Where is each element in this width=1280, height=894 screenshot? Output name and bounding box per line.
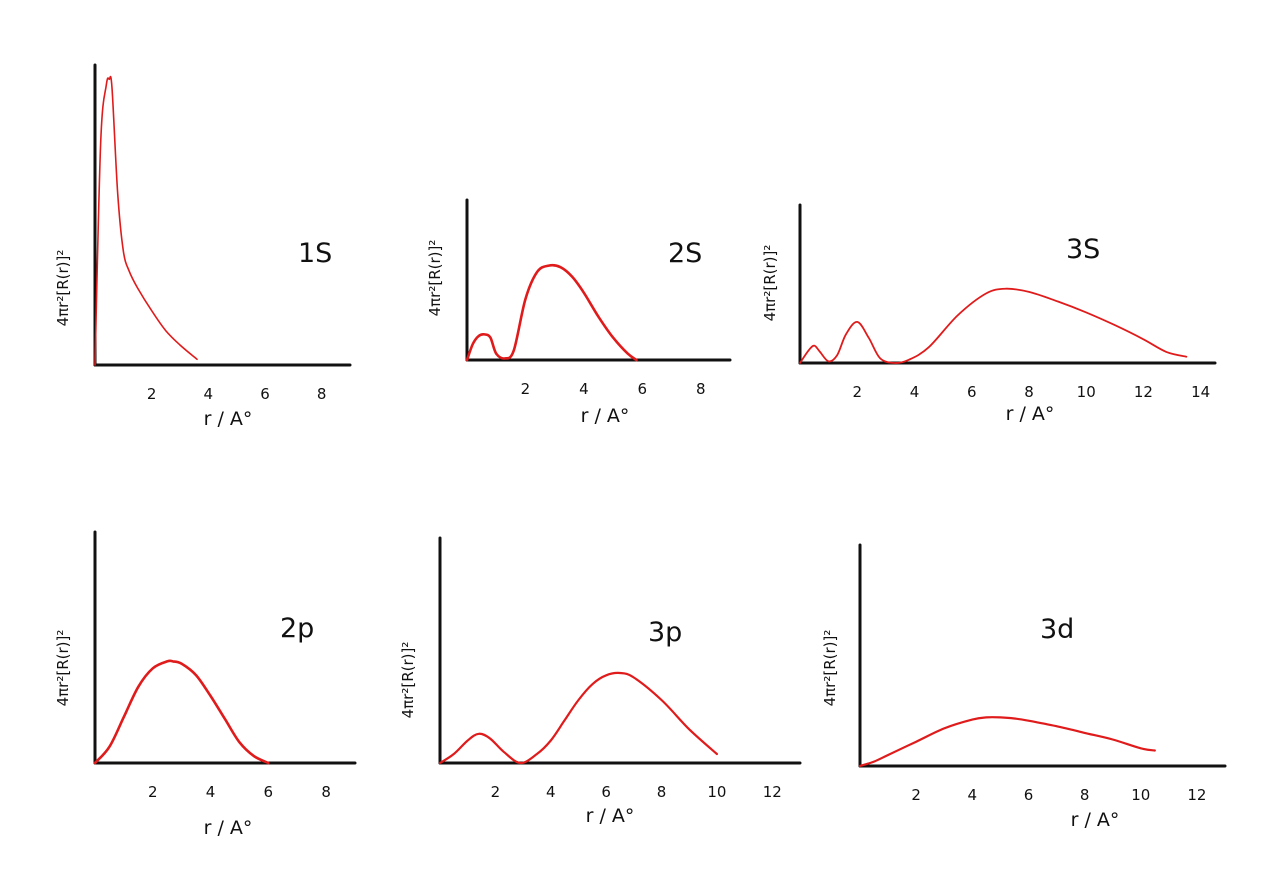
x-axis-label-2s: r / A° — [581, 405, 630, 427]
y-axis-label-3p: 4πr²[R(r)]² — [399, 642, 417, 719]
tick-label-2s: 2 — [521, 380, 531, 398]
orbital-label-3s: 3S — [1066, 234, 1100, 265]
tick-label-2s: 4 — [579, 380, 589, 398]
y-axis-label-1s: 4πr²[R(r)]² — [54, 250, 72, 327]
x-axis-label-1s: r / A° — [204, 408, 253, 430]
chart-3s: 2 4 6 8 10 12 14 r / A° 4πr²[R(r)]² 3S — [761, 203, 1217, 425]
tick-label-3d: 4 — [968, 786, 978, 804]
tick-label-3s: 12 — [1134, 383, 1153, 401]
tick-label-3s: 10 — [1077, 383, 1096, 401]
tick-label-1s: 8 — [317, 385, 327, 403]
tick-label-3s: 2 — [852, 383, 862, 401]
distribution-curve-3d — [858, 716, 1156, 768]
tick-label-3p: 10 — [707, 783, 726, 801]
x-axis-label-3d: r / A° — [1071, 809, 1120, 831]
tick-label-2p: 8 — [321, 783, 331, 801]
tick-label-3p: 12 — [763, 783, 782, 801]
distribution-curve-1s — [94, 75, 198, 366]
tick-label-3s: 6 — [967, 383, 977, 401]
tick-label-3d: 2 — [911, 786, 921, 804]
orbital-label-2s: 2S — [668, 238, 702, 269]
distribution-curve-3s — [799, 287, 1188, 364]
distribution-curve-3p — [438, 671, 718, 765]
tick-label-3p: 4 — [546, 783, 556, 801]
tick-label-1s: 2 — [147, 385, 157, 403]
tick-label-2s: 8 — [696, 380, 706, 398]
chart-2s: 2 4 6 8 r / A° 4πr²[R(r)]² 2S — [426, 198, 732, 427]
y-axis-label-2p: 4πr²[R(r)]² — [54, 630, 72, 707]
tick-label-2p: 4 — [206, 783, 216, 801]
chart-3d: 2 4 6 8 10 12 r / A° 4πr²[R(r)]² 3d — [821, 543, 1227, 831]
tick-label-2p: 6 — [264, 783, 274, 801]
chart-2p: 2 4 6 8 r / A° 4πr²[R(r)]² 2p — [54, 530, 357, 839]
orbital-label-3p: 3p — [648, 617, 682, 648]
tick-label-2p: 2 — [148, 783, 158, 801]
orbital-label-1s: 1S — [298, 238, 332, 269]
orbital-label-3d: 3d — [1040, 614, 1074, 645]
tick-label-3d: 8 — [1080, 786, 1090, 804]
x-axis-label-3p: r / A° — [586, 805, 635, 827]
tick-label-3s: 14 — [1191, 383, 1210, 401]
tick-label-3d: 10 — [1131, 786, 1150, 804]
tick-label-3s: 4 — [910, 383, 920, 401]
chart-3p: 2 4 6 8 10 12 r / A° 4πr²[R(r)]² 3p — [399, 536, 802, 827]
tick-label-1s: 4 — [204, 385, 214, 403]
distribution-curve-2s — [465, 263, 638, 362]
tick-label-1s: 6 — [260, 385, 270, 403]
y-axis-label-3d: 4πr²[R(r)]² — [821, 630, 839, 707]
tick-label-3d: 12 — [1187, 786, 1206, 804]
distribution-curve-2p — [93, 659, 270, 765]
chart-1s: 2 4 6 8 r / A° 4πr²[R(r)]² 1S — [54, 63, 352, 430]
tick-label-3d: 6 — [1024, 786, 1034, 804]
tick-label-3p: 8 — [657, 783, 667, 801]
y-axis-label-3s: 4πr²[R(r)]² — [761, 245, 779, 322]
tick-label-3s: 8 — [1024, 383, 1034, 401]
tick-label-2s: 6 — [638, 380, 648, 398]
orbital-label-2p: 2p — [280, 613, 314, 644]
y-axis-label-2s: 4πr²[R(r)]² — [426, 240, 444, 317]
tick-label-3p: 6 — [601, 783, 611, 801]
tick-label-3p: 2 — [491, 783, 501, 801]
x-axis-label-2p: r / A° — [204, 817, 253, 839]
x-axis-label-3s: r / A° — [1006, 403, 1055, 425]
